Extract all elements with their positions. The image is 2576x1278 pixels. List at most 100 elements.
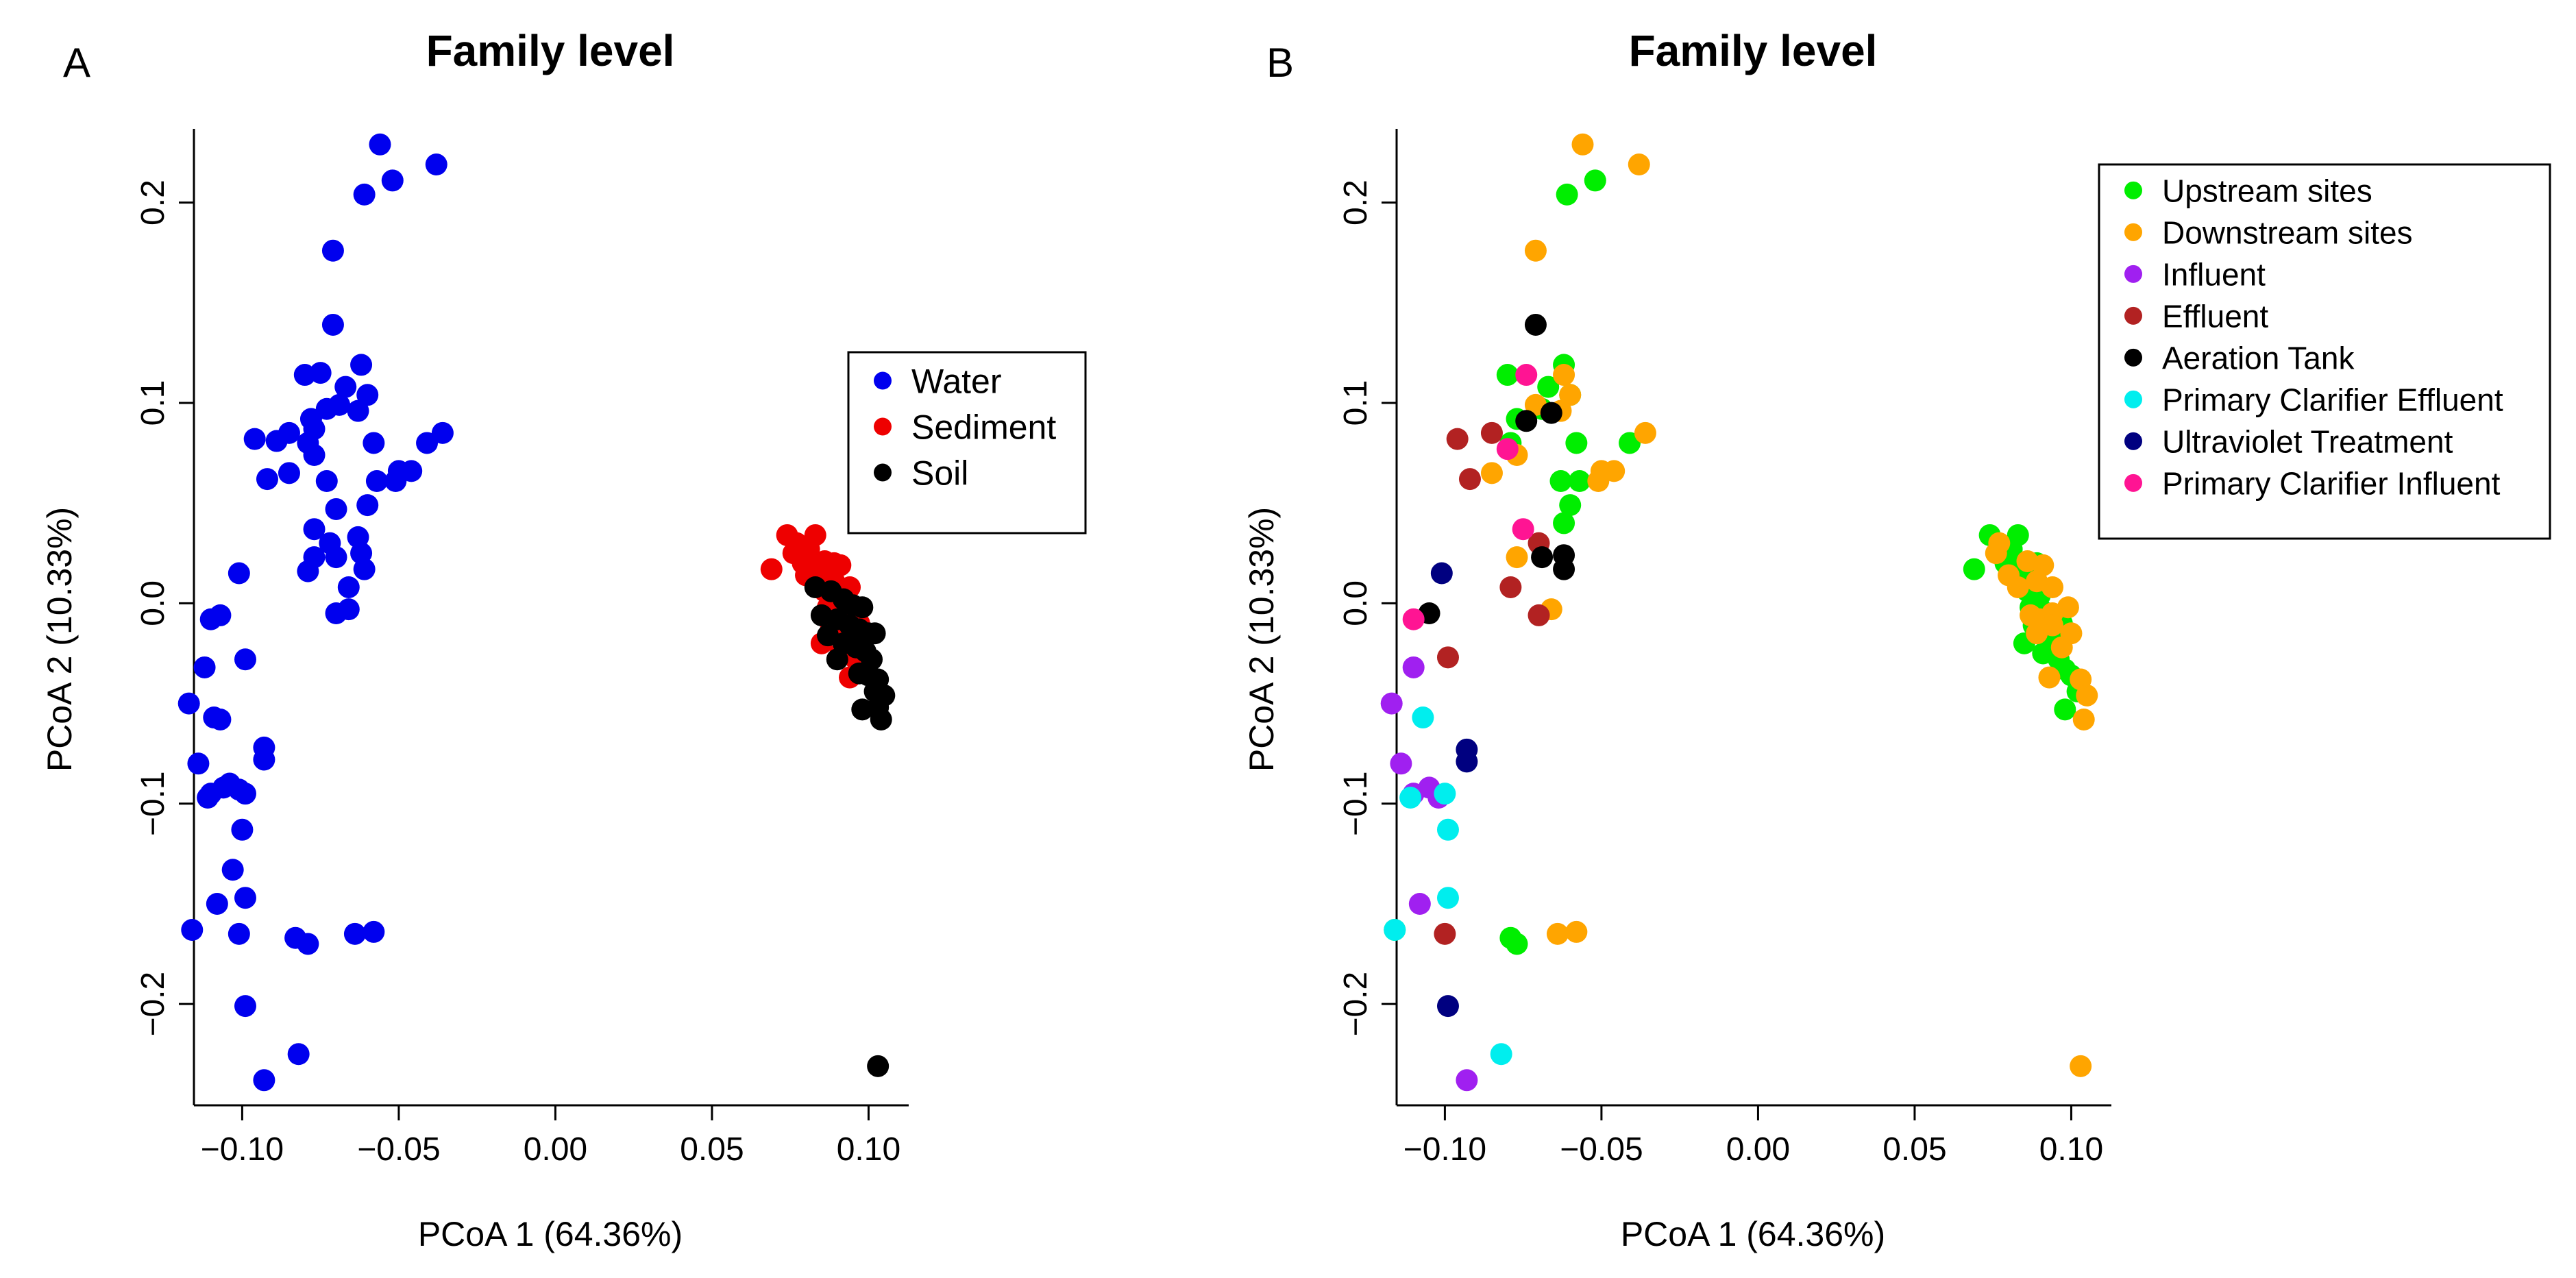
point-a-water-47 — [234, 648, 256, 671]
legend-marker-b-primary-clarifier-influent — [2124, 474, 2142, 492]
legend-label-b-influent: Influent — [2162, 256, 2266, 292]
point-layer-a — [177, 133, 896, 1092]
point-a-water-22 — [416, 432, 439, 454]
point-a-water-33 — [303, 518, 326, 541]
point-b-aeration-tank-2 — [1515, 410, 1538, 432]
point-a-water-62 — [221, 859, 244, 881]
point-a-water-18 — [243, 428, 266, 450]
point-b-downstream-sites-29 — [2038, 666, 2061, 689]
point-b-downstream-sites-0 — [1571, 133, 1594, 156]
y-tick-label-a-0: −0.2 — [135, 972, 171, 1037]
point-b-influent-7 — [1456, 1069, 1478, 1092]
point-a-water-66 — [297, 933, 319, 955]
legend-marker-b-effluent — [2124, 306, 2142, 325]
legend-label-b-downstream-sites: Downstream sites — [2162, 214, 2413, 250]
point-b-downstream-sites-12 — [1587, 470, 1610, 493]
legend-marker-b-influent — [2124, 265, 2142, 283]
point-b-effluent-5 — [1528, 604, 1550, 626]
point-b-downstream-sites-8 — [1634, 421, 1656, 444]
legend-box-b — [2098, 163, 2551, 540]
x-axis-label-a: PCoA 1 (64.36%) — [418, 1215, 683, 1253]
y-axis-label-a: PCoA 2 (10.33%) — [40, 507, 79, 772]
point-b-downstream-sites-37 — [2007, 576, 2029, 598]
point-b-upstream-sites-8 — [1565, 432, 1588, 454]
point-a-water-39 — [353, 558, 376, 580]
point-a-water-72 — [287, 1043, 310, 1066]
point-b-primary-clarifier-effluent-6 — [1490, 1043, 1512, 1066]
point-a-sediment-5 — [760, 558, 783, 580]
legend-label-b-aeration-tank: Aeration Tank — [2162, 340, 2355, 376]
point-a-water-7 — [309, 362, 332, 384]
point-b-downstream-sites-35 — [2070, 1055, 2092, 1077]
point-b-effluent-4 — [1499, 576, 1522, 598]
point-b-downstream-sites-1 — [1628, 153, 1650, 176]
legend-label-a-water: Water — [911, 362, 1002, 401]
point-b-primary-clarifier-effluent-2 — [1434, 783, 1456, 805]
point-a-soil-4 — [851, 596, 874, 619]
point-a-water-44 — [199, 608, 222, 630]
tick-layer-a: −0.10 −0.05 0.00 0.05 0.10 −0.2 −0.1 0.0 0.1 0.2 — [135, 180, 900, 1168]
point-a-water-68 — [363, 920, 385, 943]
y-tick-label-b-2: 0.0 — [1338, 580, 1374, 626]
point-b-downstream-sites-16 — [1565, 920, 1588, 943]
point-b-effluent-6 — [1436, 646, 1459, 669]
point-b-influent-2 — [1390, 752, 1412, 775]
point-a-water-42 — [228, 562, 250, 585]
point-b-downstream-sites-27 — [2041, 614, 2064, 637]
x-tick-label-b-3: 0.05 — [1882, 1131, 1946, 1168]
point-b-downstream-sites-15 — [1546, 922, 1569, 945]
chart-title-b: Family level — [1629, 26, 1878, 75]
legend-marker-b-ultraviolet-treatment — [2124, 432, 2142, 450]
point-b-downstream-sites-3 — [1553, 364, 1575, 386]
point-a-soil-24 — [870, 708, 892, 730]
point-b-aeration-tank-1 — [1540, 402, 1562, 424]
point-a-water-41 — [337, 576, 360, 598]
x-tick-label-b-0: −0.10 — [1403, 1131, 1486, 1168]
x-tick-label-a-2: 0.00 — [524, 1131, 587, 1168]
legend-b: Upstream sites Downstream sites Influent Ef… — [2098, 163, 2551, 540]
point-b-primary-clarifier-effluent-5 — [1384, 918, 1406, 941]
point-b-effluent-1 — [1480, 421, 1503, 444]
point-b-primary-clarifier-influent-1 — [1496, 438, 1519, 460]
legend-label-b-ultraviolet-treatment: Ultraviolet Treatment — [2162, 423, 2453, 459]
point-b-downstream-sites-31 — [2050, 636, 2073, 659]
x-tick-label-b-1: −0.05 — [1560, 1131, 1643, 1168]
point-a-water-40 — [297, 560, 319, 582]
point-b-influent-1 — [1380, 692, 1403, 715]
point-b-downstream-sites-28 — [2057, 596, 2079, 619]
point-a-water-30 — [400, 460, 423, 482]
point-a-soil-25 — [867, 1055, 890, 1077]
point-a-water-51 — [177, 692, 200, 715]
point-b-primary-clarifier-effluent-3 — [1436, 818, 1459, 841]
legend-label-b-primary-clarifier-effluent: Primary Clarifier Effluent — [2162, 382, 2503, 417]
y-tick-label-a-4: 0.2 — [135, 180, 171, 225]
point-a-water-20 — [363, 432, 385, 454]
point-b-effluent-0 — [1446, 428, 1469, 450]
panel-b: B Family level PCoA 1 (64.36%) PCoA 2 (1… — [1242, 26, 2551, 1253]
point-a-water-8 — [350, 354, 373, 376]
point-a-water-1 — [425, 153, 447, 176]
panel-a: A Family level PCoA 1 (64.36%) PCoA 2 (1… — [40, 26, 1087, 1253]
point-a-water-9 — [334, 376, 357, 398]
point-a-water-63 — [234, 887, 256, 909]
y-tick-label-b-1: −0.1 — [1338, 771, 1374, 836]
point-a-water-59 — [197, 787, 219, 809]
point-a-water-10 — [356, 384, 379, 406]
point-b-upstream-sites-0 — [1556, 183, 1578, 206]
point-a-water-27 — [365, 470, 388, 493]
point-b-upstream-sites-17 — [1506, 933, 1528, 955]
y-tick-label-a-1: −0.1 — [135, 771, 171, 836]
y-tick-label-b-3: 0.1 — [1338, 380, 1374, 426]
point-a-water-21 — [431, 421, 454, 444]
point-a-water-2 — [381, 169, 404, 192]
legend-marker-b-upstream-sites — [2124, 181, 2142, 199]
legend-a: Water Sediment Soil — [847, 351, 1087, 534]
x-tick-label-a-3: 0.05 — [680, 1131, 744, 1168]
point-b-downstream-sites-11 — [1603, 460, 1626, 482]
point-b-downstream-sites-9 — [1480, 462, 1503, 484]
chart-title-a: Family level — [426, 26, 675, 75]
point-a-water-32 — [325, 497, 347, 520]
legend-marker-b-primary-clarifier-effluent — [2124, 390, 2142, 408]
legend-label-a-soil: Soil — [911, 454, 968, 493]
y-tick-label-a-2: 0.0 — [135, 580, 171, 626]
